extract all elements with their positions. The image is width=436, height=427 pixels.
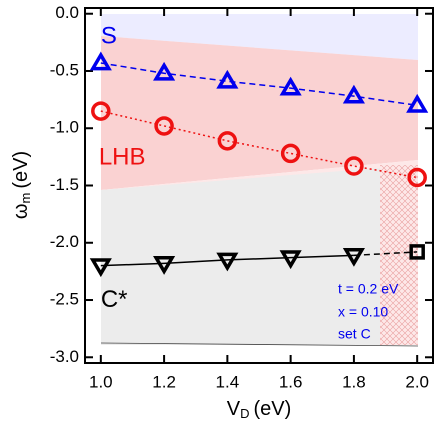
series-label: S <box>101 22 117 49</box>
marker <box>153 256 176 275</box>
marker <box>216 69 239 89</box>
band-edge <box>100 342 419 347</box>
band-s <box>101 14 418 60</box>
x-tick-label: 2.0 <box>405 372 429 391</box>
x-tick-label: 1.0 <box>89 372 113 391</box>
y-tick-label: -1.0 <box>50 118 79 137</box>
y-tick-label: -1.5 <box>50 175 79 194</box>
y-tick-label: -3.0 <box>50 347 79 366</box>
annotation: t = 0.2 eV <box>338 281 399 297</box>
marker <box>406 93 429 113</box>
x-tick-label: 1.4 <box>216 372 240 391</box>
marker <box>154 116 174 136</box>
bands <box>100 14 419 347</box>
marker <box>409 244 425 260</box>
marker <box>91 101 111 121</box>
x-tick-label: 1.8 <box>342 372 366 391</box>
x-axis-label: VD (eV) <box>227 398 292 421</box>
marker <box>279 76 302 96</box>
marker <box>342 248 365 267</box>
marker <box>153 61 176 81</box>
marker <box>217 131 238 151</box>
annotation: x = 0.10 <box>338 304 388 320</box>
x-tick-label: 1.2 <box>152 372 176 391</box>
y-tick-label: 0.0 <box>55 3 79 22</box>
y-axis-label: ωm(eV) <box>10 151 33 219</box>
y-tick-label: -2.0 <box>50 232 79 251</box>
marker <box>344 156 364 176</box>
series-label: C* <box>101 286 128 313</box>
marker <box>280 143 301 164</box>
band-lhb <box>101 36 418 190</box>
series-line <box>100 254 354 267</box>
y-tick-label: -2.5 <box>50 290 79 309</box>
marker <box>89 258 112 278</box>
marker <box>342 84 365 104</box>
connector <box>353 251 418 257</box>
y-tick-label: -0.5 <box>50 60 79 79</box>
marker <box>89 51 112 71</box>
marker <box>279 250 302 270</box>
marker <box>216 252 239 272</box>
band-c <box>101 168 380 345</box>
annotation: set C <box>338 326 371 342</box>
marker <box>407 167 427 188</box>
series-label: LHB <box>99 143 146 170</box>
series-line <box>100 62 418 107</box>
x-tick-label: 1.6 <box>279 372 303 391</box>
